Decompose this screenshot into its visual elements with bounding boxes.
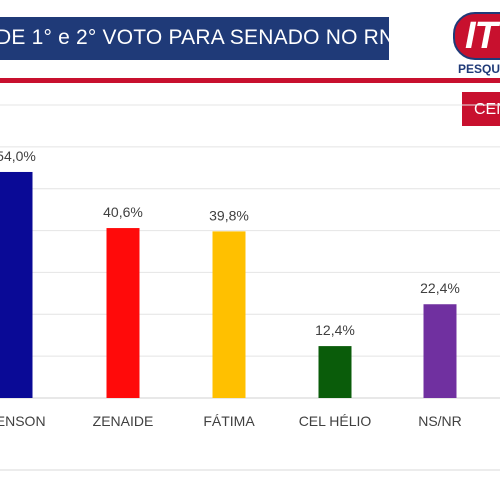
category-label-5: NS/NR (418, 413, 462, 429)
value-label-5: 22,4% (420, 280, 460, 296)
category-label-4: CEL HÉLIO (299, 413, 372, 429)
category-label-2: ZENAIDE (93, 413, 154, 429)
chart-title: DE 1° e 2° VOTO PARA SENADO NO RN (0, 26, 389, 49)
value-label-2: 40,6% (103, 204, 143, 220)
logo-subtext: PESQUI (458, 62, 500, 76)
chart-title-bar: DE 1° e 2° VOTO PARA SENADO NO RN (0, 17, 389, 60)
category-label-1: VENSON (0, 413, 46, 429)
value-label-1: 54,0% (0, 148, 36, 164)
bar-2 (106, 228, 140, 398)
bar-1 (0, 171, 33, 398)
header-divider (0, 78, 500, 83)
category-label-3: FÁTIMA (203, 413, 255, 429)
value-label-3: 39,8% (209, 207, 249, 223)
bar-4 (318, 346, 352, 398)
chart-value-labels: 54,0% 40,6% 39,8% 12,4% 22,4% (0, 148, 460, 338)
value-label-4: 12,4% (315, 322, 355, 338)
logo-badge: IT (453, 12, 500, 60)
bar-3 (212, 231, 246, 398)
chart-grid (0, 104, 500, 471)
bar-5 (423, 304, 457, 398)
logo-text: IT (465, 15, 498, 57)
chart-category-labels: VENSON ZENAIDE FÁTIMA CEL HÉLIO NS/NR (0, 413, 462, 429)
chart-bars (0, 171, 457, 398)
